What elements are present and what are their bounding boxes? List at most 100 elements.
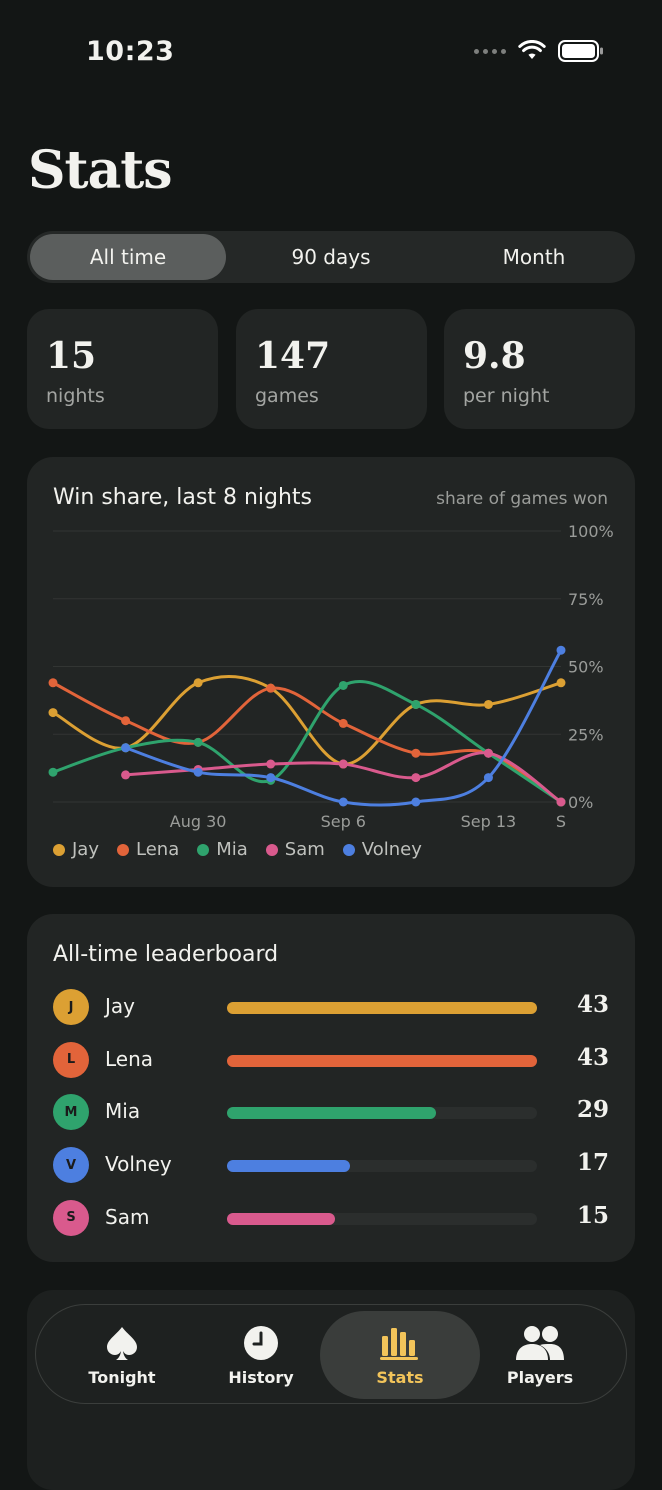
legend-swatch	[265, 843, 278, 856]
legend-swatch	[197, 843, 210, 856]
tab-players[interactable]: Players	[460, 1311, 620, 1399]
legend-item-volney: Volney	[342, 839, 422, 860]
tab-all-time[interactable]: All time	[30, 234, 226, 280]
data-point-jay	[48, 708, 58, 718]
wifi-icon	[518, 40, 546, 59]
tab-label: Stats	[376, 1367, 424, 1387]
leaderboard-row-jay[interactable]: J Jay 43	[53, 987, 609, 1027]
legend-item-lena: Lena	[117, 839, 179, 860]
data-point-jay	[556, 678, 566, 688]
cellular-icon	[474, 48, 506, 54]
series-line-lena	[51, 681, 563, 804]
avatar: M	[53, 1094, 89, 1131]
tab-label: Players	[506, 1367, 574, 1387]
avatar: J	[53, 989, 89, 1025]
tab-tonight[interactable]: Tonight	[42, 1311, 202, 1399]
data-point-volney	[266, 773, 276, 783]
data-point-volney	[411, 797, 421, 807]
x-tick-label: Sep 13	[461, 812, 517, 831]
avatar: L	[53, 1041, 89, 1078]
data-point-sam	[556, 797, 566, 807]
legend-item-sam: Sam	[265, 839, 325, 860]
player-name: Sam	[105, 1204, 150, 1229]
win-share-chart: 100% 75% 50% 25% 0% Aug 30 Sep 6 Sep 13 S	[48, 522, 614, 831]
leaderboard-row-mia[interactable]: M Mia 29	[53, 1092, 609, 1132]
tab-label: History	[228, 1367, 294, 1387]
avatar: V	[53, 1147, 89, 1184]
player-name: Mia	[105, 1099, 141, 1124]
win-count: 17	[576, 1149, 609, 1177]
tab-month[interactable]: Month	[502, 245, 566, 269]
win-count: 43	[576, 991, 609, 1018]
legend-item-jay: Jay	[53, 839, 99, 860]
leaderboard-row-sam[interactable]: S Sam 15	[53, 1198, 609, 1238]
player-name: Volney	[105, 1152, 172, 1177]
data-point-volney	[483, 773, 493, 783]
score-bar-track	[227, 1107, 537, 1120]
data-point-sam	[411, 773, 421, 783]
data-point-lena	[338, 718, 348, 728]
stat-card-games: 147 games	[236, 309, 427, 429]
data-point-volney	[556, 645, 566, 655]
chart-title: Win share, last 8 nights	[53, 485, 313, 510]
data-point-lena	[411, 748, 421, 758]
x-tick-label: Aug 30	[170, 812, 227, 831]
score-bar-track	[227, 1160, 537, 1173]
legend-swatch	[53, 843, 65, 856]
battery-icon	[558, 40, 603, 62]
x-tick-label: S	[556, 812, 566, 831]
page-title: Stats	[28, 140, 173, 201]
win-share-card: Win share, last 8 nights share of games …	[27, 457, 635, 887]
score-bar-fill	[227, 1002, 537, 1014]
data-point-jay	[483, 699, 493, 709]
stat-value: 15	[46, 335, 97, 377]
score-bar-fill	[227, 1107, 437, 1120]
y-tick-label: 0%	[568, 793, 593, 812]
stat-label: per night	[463, 385, 550, 407]
leaderboard-row-lena[interactable]: L Lena 43	[53, 1040, 609, 1080]
data-point-lena	[121, 716, 131, 726]
legend-label: Jay	[72, 839, 99, 860]
stat-card-per-night: 9.8 per night	[444, 309, 635, 429]
players-icon	[516, 1325, 564, 1360]
data-point-lena	[266, 683, 276, 693]
score-bar-fill	[227, 1054, 537, 1067]
stat-value: 9.8	[463, 335, 526, 377]
leaderboard-row-volney[interactable]: V Volney 17	[53, 1145, 609, 1185]
x-tick-label: Sep 6	[321, 812, 366, 831]
bar-chart-icon	[380, 1327, 418, 1360]
series-line-mia	[51, 680, 563, 804]
y-tick-label: 75%	[568, 590, 604, 609]
player-name: Jay	[105, 994, 135, 1018]
tab-label: Tonight	[88, 1367, 156, 1387]
legend-label: Lena	[136, 839, 180, 860]
data-point-volney	[193, 767, 203, 777]
y-tick-label: 25%	[568, 725, 604, 744]
data-point-sam	[483, 748, 493, 758]
tab-bar: Tonight History Stats	[35, 1304, 627, 1404]
win-count: 43	[576, 1043, 609, 1071]
y-tick-label: 100%	[568, 522, 614, 541]
score-bar-fill	[227, 1212, 336, 1225]
data-point-mia	[338, 680, 348, 690]
tab-stats[interactable]: Stats	[320, 1311, 480, 1399]
score-bar-track	[227, 1002, 537, 1014]
leaderboard-card: All-time leaderboard J Jay 43 L Lena 43 M Mia 29…	[27, 914, 635, 1262]
score-bar-track	[227, 1212, 537, 1225]
y-tick-label: 50%	[568, 658, 604, 677]
chart-subtitle: share of games won	[436, 489, 608, 509]
data-point-sam	[121, 770, 131, 780]
data-point-mia	[193, 737, 203, 747]
legend-item-mia: Mia	[197, 839, 248, 860]
tab-90-days[interactable]: 90 days	[291, 245, 371, 269]
legend-label: Sam	[284, 839, 325, 860]
leaderboard-title: All-time leaderboard	[53, 942, 279, 967]
score-bar-track	[227, 1054, 537, 1067]
legend-label: Mia	[216, 839, 248, 860]
data-point-volney	[121, 743, 131, 753]
legend-label: Volney	[361, 839, 422, 860]
avatar: S	[53, 1199, 89, 1236]
data-point-jay	[193, 678, 203, 688]
legend-swatch	[117, 843, 129, 856]
tab-history[interactable]: History	[181, 1311, 341, 1399]
